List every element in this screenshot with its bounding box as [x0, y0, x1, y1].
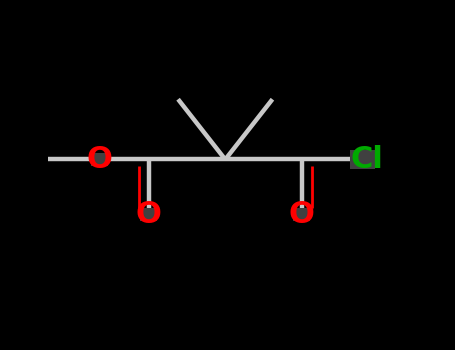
Text: Cl: Cl	[350, 145, 383, 174]
Text: O: O	[136, 200, 162, 229]
Bar	[91, 153, 108, 166]
Text: O: O	[86, 145, 112, 174]
Bar	[293, 208, 310, 221]
Bar	[140, 208, 157, 221]
Bar	[349, 150, 375, 169]
Text: O: O	[289, 200, 314, 229]
